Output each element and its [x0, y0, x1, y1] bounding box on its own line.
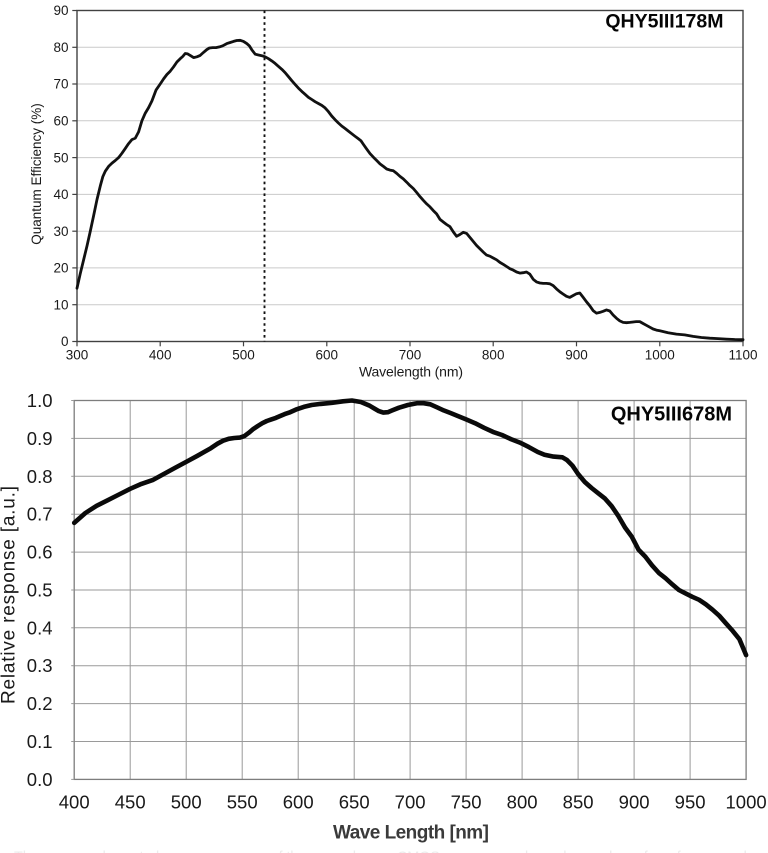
svg-text:Wave Length [nm]: Wave Length [nm] [333, 822, 489, 843]
svg-text:0.3: 0.3 [27, 655, 53, 676]
svg-text:Relative response [a.u.]: Relative response [a.u.] [0, 486, 20, 704]
svg-text:700: 700 [399, 348, 422, 363]
svg-text:0.7: 0.7 [27, 504, 53, 525]
svg-text:800: 800 [507, 792, 538, 813]
svg-text:950: 950 [675, 792, 706, 813]
svg-text:90: 90 [53, 3, 68, 18]
svg-text:20: 20 [53, 261, 68, 276]
svg-text:0.6: 0.6 [27, 542, 53, 563]
svg-text:60: 60 [53, 114, 68, 129]
svg-text:1000: 1000 [726, 792, 767, 813]
svg-text:QHY5III678M: QHY5III678M [611, 404, 732, 426]
svg-text:400: 400 [149, 348, 172, 363]
svg-text:Wavelength (nm): Wavelength (nm) [359, 364, 463, 380]
svg-text:1100: 1100 [728, 348, 757, 363]
svg-text:500: 500 [171, 792, 202, 813]
svg-text:0.2: 0.2 [27, 693, 53, 714]
svg-text:0: 0 [61, 334, 69, 349]
svg-text:30: 30 [53, 224, 68, 239]
svg-text:450: 450 [115, 792, 146, 813]
svg-text:0.0: 0.0 [27, 769, 53, 790]
svg-text:850: 850 [563, 792, 594, 813]
svg-text:10: 10 [53, 297, 68, 312]
svg-text:QHY5III178M: QHY5III178M [605, 11, 723, 33]
svg-text:0.4: 0.4 [27, 617, 53, 638]
svg-text:1000: 1000 [645, 348, 675, 363]
svg-text:0.5: 0.5 [27, 580, 53, 601]
svg-text:400: 400 [59, 792, 90, 813]
svg-text:300: 300 [66, 348, 89, 363]
svg-text:650: 650 [339, 792, 370, 813]
svg-text:500: 500 [232, 348, 255, 363]
svg-text:Quantum Efficiency (%): Quantum Efficiency (%) [29, 103, 44, 245]
svg-text:50: 50 [53, 150, 68, 165]
svg-text:80: 80 [53, 40, 68, 55]
svg-text:800: 800 [482, 348, 505, 363]
svg-text:70: 70 [53, 77, 68, 92]
svg-text:900: 900 [619, 792, 650, 813]
svg-text:600: 600 [283, 792, 314, 813]
svg-text:550: 550 [227, 792, 258, 813]
svg-text:0.8: 0.8 [27, 466, 53, 487]
svg-text:750: 750 [451, 792, 482, 813]
svg-text:0.1: 0.1 [27, 731, 53, 752]
svg-text:0.9: 0.9 [27, 428, 53, 449]
svg-text:The measured spectral response: The measured spectral response curves of… [14, 850, 755, 853]
svg-text:40: 40 [53, 187, 68, 202]
svg-text:700: 700 [395, 792, 426, 813]
svg-text:900: 900 [565, 348, 588, 363]
svg-text:600: 600 [316, 348, 339, 363]
svg-text:1.0: 1.0 [27, 390, 53, 411]
